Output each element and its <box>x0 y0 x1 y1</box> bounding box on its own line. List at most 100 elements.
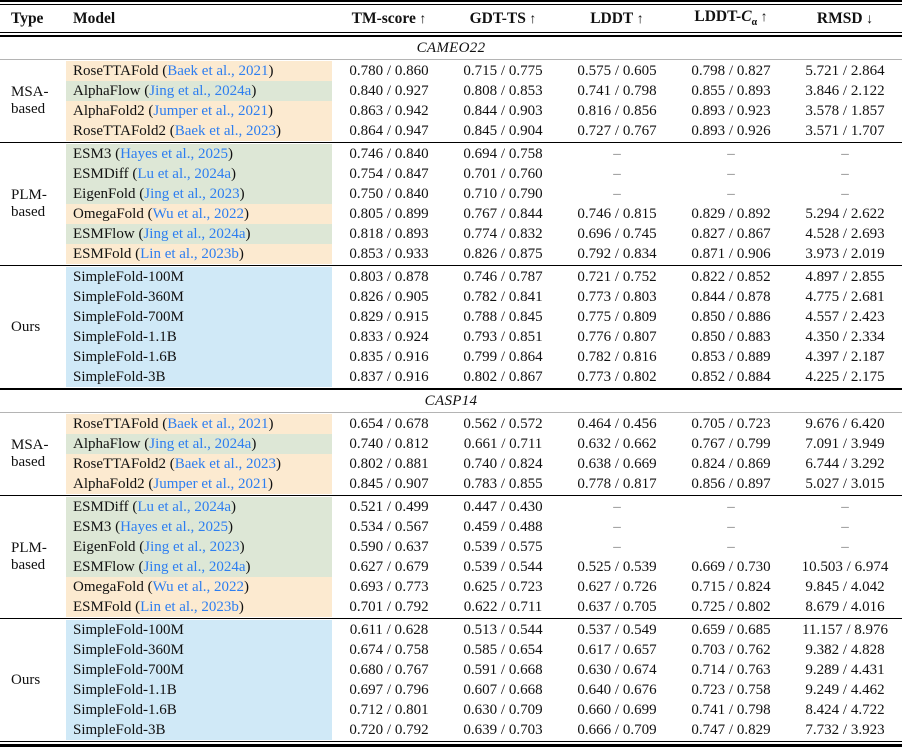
table-row: ESMFlow (Jing et al., 2024a) 0.627 / 0.67… <box>66 557 902 577</box>
model-name: SimpleFold-360M <box>73 641 184 658</box>
metric-cell: 0.617 / 0.657 <box>577 642 657 658</box>
citation-link[interactable]: Lin et al., 2023b <box>140 245 239 262</box>
metric-cell: – <box>727 519 735 535</box>
metric-cell: 3.571 / 1.707 <box>805 123 885 139</box>
header-rule-thick <box>0 35 902 37</box>
metric-cell: 8.424 / 4.722 <box>805 702 885 718</box>
type-label: MSA-based <box>11 437 49 470</box>
model-name: RoseTTAFold2 <box>73 455 166 472</box>
citation-link[interactable]: Wu et al., 2022 <box>152 205 245 222</box>
table-row: EigenFold (Jing et al., 2023) 0.590 / 0.6… <box>66 537 902 557</box>
metric-cell: 0.775 / 0.809 <box>577 309 657 325</box>
metric-cell: 0.754 / 0.847 <box>349 166 429 182</box>
metric-cell: 0.746 / 0.840 <box>349 146 429 162</box>
model-name: ESMDiff <box>73 165 129 182</box>
model-cell: AlphaFlow (Jing et al., 2024a) <box>66 434 332 454</box>
citation-link[interactable]: Hayes et al., 2025 <box>120 145 228 162</box>
metric-cell: 9.382 / 4.828 <box>805 642 885 658</box>
metric-cell: 0.793 / 0.851 <box>463 329 543 345</box>
citation-link[interactable]: Wu et al., 2022 <box>152 578 245 595</box>
model-name: SimpleFold-700M <box>73 308 184 325</box>
type-label: PLM-based <box>11 187 47 220</box>
metric-cell: 9.845 / 4.042 <box>805 579 885 595</box>
table-row: OmegaFold (Wu et al., 2022) 0.805 / 0.899… <box>66 204 902 224</box>
header-cell-rmsd: RMSD ↓ <box>816 9 874 27</box>
model-cell: EigenFold (Jing et al., 2023) <box>66 184 332 204</box>
metric-cell: 0.741 / 0.798 <box>577 83 657 99</box>
citation-link[interactable]: Jing et al., 2024a <box>149 435 252 452</box>
citation-link[interactable]: Jing et al., 2023 <box>144 538 240 555</box>
metric-cell: 0.625 / 0.723 <box>463 579 543 595</box>
group-ours: Ours SimpleFold-100M 0.611 / 0.628 0.513 / … <box>0 619 902 741</box>
model-cell: SimpleFold-100M <box>66 620 332 640</box>
metric-cell: 0.750 / 0.840 <box>349 186 429 202</box>
model-name: ESMFlow <box>73 225 135 242</box>
table-row: EigenFold (Jing et al., 2023) 0.750 / 0.8… <box>66 184 902 204</box>
metric-cell: 0.693 / 0.773 <box>349 579 429 595</box>
type-label: PLM-based <box>11 540 47 573</box>
model-name: ESMFold <box>73 245 132 262</box>
citation-link[interactable]: Lu et al., 2024a <box>137 498 232 515</box>
metric-cell: 0.660 / 0.699 <box>577 702 657 718</box>
citation-link[interactable]: Baek et al., 2021 <box>167 62 269 79</box>
group-divider <box>0 495 902 496</box>
citation-link[interactable]: Baek et al., 2023 <box>174 455 276 472</box>
metric-cell: 8.679 / 4.016 <box>805 599 885 615</box>
model-cell: ESM3 (Hayes et al., 2025) <box>66 144 332 164</box>
model-name: SimpleFold-3B <box>73 721 166 738</box>
citation-link[interactable]: Jing et al., 2024a <box>143 558 246 575</box>
metric-cell: 0.715 / 0.824 <box>691 579 771 595</box>
metric-cell: 0.591 / 0.668 <box>463 662 543 678</box>
metric-cell: 0.632 / 0.662 <box>577 436 657 452</box>
group-rows: ESM3 (Hayes et al., 2025) 0.746 / 0.840 0.… <box>66 143 902 265</box>
metric-cell: 0.705 / 0.723 <box>691 416 771 432</box>
table-row: ESM3 (Hayes et al., 2025) 0.534 / 0.567 0.… <box>66 517 902 537</box>
model-cell: RoseTTAFold2 (Baek et al., 2023) <box>66 454 332 474</box>
model-cell: ESMFold (Lin et al., 2023b) <box>66 597 332 617</box>
table-row: SimpleFold-360M 0.674 / 0.758 0.585 / 0.65… <box>66 640 902 660</box>
metric-cell: – <box>841 186 849 202</box>
citation-link[interactable]: Jumper et al., 2021 <box>153 102 268 119</box>
metric-cell: 6.744 / 3.292 <box>805 456 885 472</box>
model-name: SimpleFold-3B <box>73 368 166 385</box>
citation-link[interactable]: Baek et al., 2021 <box>167 415 269 432</box>
metric-cell: 0.816 / 0.856 <box>577 103 657 119</box>
citation-link[interactable]: Jing et al., 2024a <box>149 82 252 99</box>
section-divider <box>0 388 902 390</box>
citation-link[interactable]: Baek et al., 2023 <box>174 122 276 139</box>
model-name: OmegaFold <box>73 578 144 595</box>
citation-link[interactable]: Lin et al., 2023b <box>140 598 239 615</box>
citation-link[interactable]: Jing et al., 2023 <box>144 185 240 202</box>
metric-cell: 0.741 / 0.798 <box>691 702 771 718</box>
model-cell: RoseTTAFold2 (Baek et al., 2023) <box>66 121 332 141</box>
metric-cell: 0.850 / 0.886 <box>691 309 771 325</box>
citation-link[interactable]: Jing et al., 2024a <box>143 225 246 242</box>
model-cell: SimpleFold-700M <box>66 660 332 680</box>
type-label: Ours <box>11 318 41 335</box>
metric-cell: 0.723 / 0.758 <box>691 682 771 698</box>
model-name: ESMFold <box>73 598 132 615</box>
metric-cell: 0.640 / 0.676 <box>577 682 657 698</box>
metric-cell: 0.459 / 0.488 <box>463 519 543 535</box>
table-row: RoseTTAFold2 (Baek et al., 2023) 0.802 / … <box>66 454 902 474</box>
table-row: OmegaFold (Wu et al., 2022) 0.693 / 0.773… <box>66 577 902 597</box>
arrow-up-icon: ↑ <box>525 11 537 27</box>
model-name: ESMDiff <box>73 498 129 515</box>
model-name: SimpleFold-100M <box>73 268 184 285</box>
metric-cell: 0.778 / 0.817 <box>577 476 657 492</box>
metric-cell: – <box>613 499 621 515</box>
metric-cell: 0.826 / 0.875 <box>463 246 543 262</box>
table-row: ESM3 (Hayes et al., 2025) 0.746 / 0.840 0.… <box>66 144 902 164</box>
metric-cell: 7.091 / 3.949 <box>805 436 885 452</box>
citation-link[interactable]: Lu et al., 2024a <box>137 165 232 182</box>
citation-link[interactable]: Hayes et al., 2025 <box>120 518 228 535</box>
metric-cell: 0.824 / 0.869 <box>691 456 771 472</box>
metric-cell: – <box>613 539 621 555</box>
metric-cell: 0.725 / 0.802 <box>691 599 771 615</box>
metric-cell: 3.973 / 2.019 <box>805 246 885 262</box>
citation-link[interactable]: Jumper et al., 2021 <box>153 475 268 492</box>
model-name: ESMFlow <box>73 558 135 575</box>
metric-cell: 0.715 / 0.775 <box>463 63 543 79</box>
metric-cell: – <box>841 519 849 535</box>
